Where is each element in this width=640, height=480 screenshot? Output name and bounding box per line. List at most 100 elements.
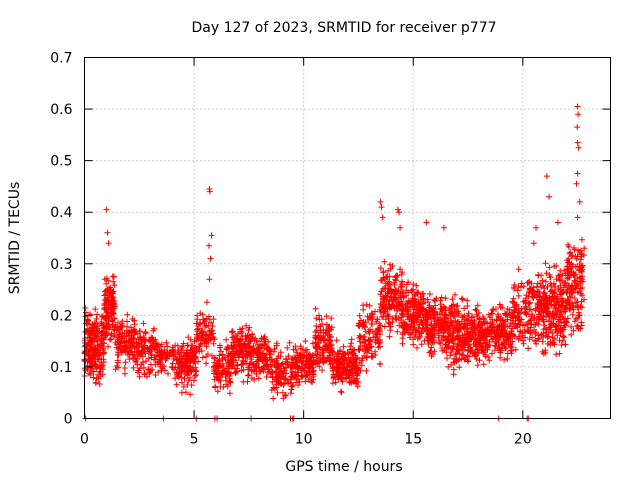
- data-point: [228, 364, 235, 371]
- data-point: [219, 355, 226, 362]
- data-point: [328, 315, 335, 322]
- data-point: [319, 367, 326, 374]
- data-point: [235, 354, 242, 361]
- data-point: [166, 348, 173, 355]
- data-point: [255, 375, 262, 382]
- data-point: [250, 343, 257, 349]
- data-point: [211, 336, 218, 343]
- data-point: [103, 280, 110, 287]
- data-point: [336, 358, 343, 365]
- data-point: [89, 327, 96, 334]
- data-point: [105, 240, 112, 247]
- data-point: [122, 359, 129, 366]
- data-point: [190, 356, 197, 363]
- data-point: [187, 336, 194, 343]
- data-point: [553, 351, 560, 358]
- data-point: [356, 312, 363, 319]
- data-point: [88, 341, 95, 348]
- data-point: [520, 340, 527, 347]
- data-point: [362, 324, 368, 331]
- data-point: [139, 359, 146, 366]
- data-point: [363, 301, 370, 308]
- data-point: [363, 367, 370, 374]
- data-point: [198, 347, 205, 354]
- data-point: [119, 330, 126, 337]
- data-point: [431, 348, 438, 355]
- data-point: [365, 347, 372, 354]
- data-point: [240, 358, 247, 365]
- data-point: [152, 372, 159, 378]
- data-point: [206, 276, 213, 283]
- data-point: [533, 224, 539, 231]
- data-point: [212, 354, 219, 361]
- data-point: [147, 350, 154, 357]
- data-point: [249, 361, 255, 368]
- data-point: [350, 350, 357, 357]
- data-point: [102, 332, 109, 339]
- data-point: [296, 378, 303, 385]
- data-point: [206, 242, 212, 249]
- data-point: [82, 348, 89, 355]
- data-point: [347, 346, 353, 353]
- data-point: [251, 347, 258, 354]
- data-point: [283, 370, 289, 377]
- data-point: [176, 357, 183, 364]
- data-point: [86, 370, 92, 377]
- data-point: [287, 376, 294, 383]
- data-point: [145, 366, 152, 373]
- data-point: [333, 357, 340, 364]
- data-point: [292, 343, 299, 350]
- data-point: [87, 358, 94, 365]
- data-point: [302, 378, 309, 385]
- data-point: [253, 358, 260, 365]
- data-point: [181, 375, 188, 382]
- data-point: [242, 332, 249, 339]
- data-point: [92, 379, 99, 386]
- data-point: [128, 327, 135, 334]
- data-point: [115, 345, 122, 352]
- data-point: [262, 356, 269, 363]
- data-point: [504, 355, 511, 362]
- data-point: [243, 322, 250, 329]
- data-point: [224, 345, 231, 352]
- data-point: [96, 381, 103, 387]
- data-point: [378, 204, 385, 211]
- data-point: [203, 315, 210, 322]
- data-point: [326, 358, 333, 365]
- data-point: [265, 363, 271, 370]
- data-point: [284, 344, 291, 351]
- data-point: [107, 284, 114, 291]
- data-point: [289, 382, 296, 389]
- data-point: [113, 324, 119, 331]
- data-point: [187, 391, 194, 398]
- data-point: [256, 338, 263, 345]
- data-point: [257, 354, 263, 361]
- data-point: [309, 379, 316, 386]
- y-tick-label: 0.3: [50, 257, 72, 273]
- data-point: [556, 350, 563, 357]
- data-point: [213, 370, 219, 377]
- data-point: [459, 296, 466, 303]
- data-point: [152, 336, 159, 343]
- data-point: [346, 379, 353, 386]
- data-point: [115, 327, 122, 334]
- data-point: [312, 344, 319, 351]
- data-point: [178, 370, 185, 376]
- data-point: [313, 315, 320, 322]
- data-point: [238, 361, 245, 368]
- data-point: [185, 377, 192, 384]
- data-point: [228, 353, 235, 360]
- data-point: [104, 297, 110, 304]
- data-point: [362, 328, 369, 335]
- data-point: [169, 344, 176, 351]
- data-point: [190, 366, 197, 373]
- data-point: [256, 351, 263, 358]
- data-point: [94, 342, 101, 349]
- data-point: [197, 340, 204, 347]
- data-point: [224, 383, 231, 390]
- data-point: [312, 329, 319, 335]
- data-point: [314, 357, 321, 364]
- data-point: [290, 346, 297, 353]
- data-point: [124, 311, 131, 318]
- data-point: [356, 320, 362, 327]
